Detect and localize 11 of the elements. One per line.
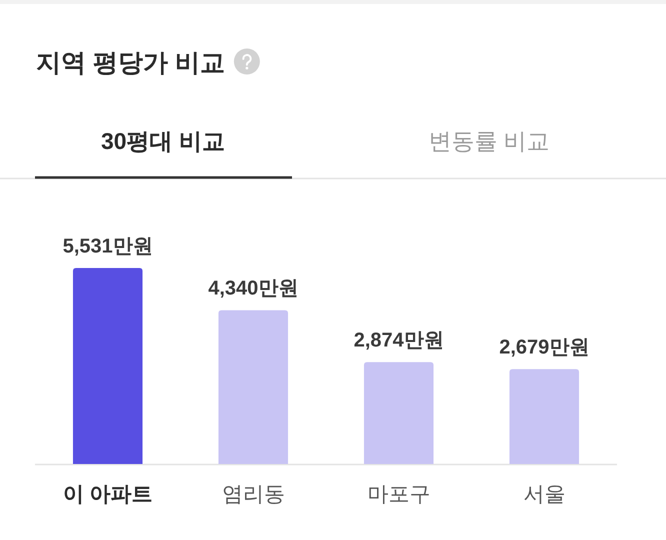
x-tick-label: 서울: [523, 483, 566, 506]
x-tick-label: 이 아파트: [62, 483, 153, 506]
data-label: 2,679만원: [499, 336, 590, 359]
x-tick-label: 마포구: [367, 483, 430, 506]
data-label: 4,340만원: [208, 278, 298, 300]
data-label: 2,874만원: [354, 330, 444, 352]
data-label: 5,531만원: [62, 236, 153, 258]
text: 변동률 비교: [428, 128, 550, 154]
x-tick-label: 염리동: [222, 483, 285, 506]
text: 30평대 비교: [101, 128, 225, 154]
chart-title: 지역 평당가 비교: [36, 49, 225, 77]
